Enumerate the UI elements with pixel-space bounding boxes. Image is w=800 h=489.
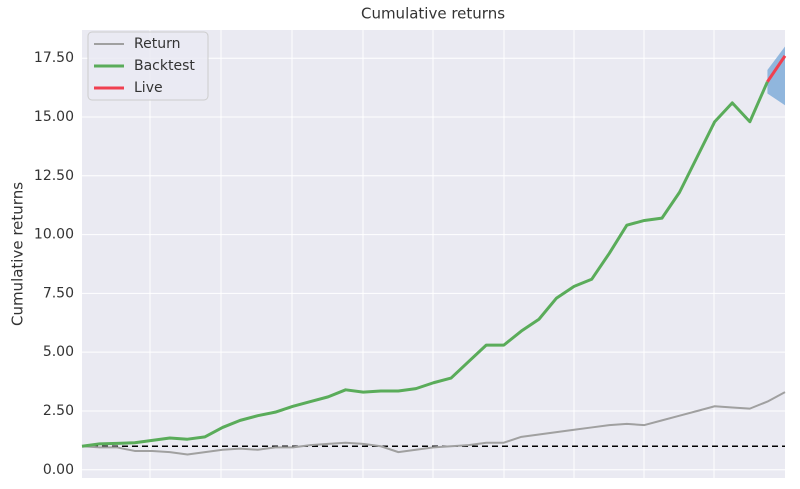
line-1 xyxy=(81,81,769,448)
y-tick-label: 17.50 xyxy=(34,50,74,66)
legend-label: Backtest xyxy=(134,58,195,74)
y-tick-label: 7.50 xyxy=(43,285,74,301)
y-tick-label: 10.00 xyxy=(34,227,74,243)
y-tick-label: 5.00 xyxy=(43,344,74,360)
y-tick-label: 2.50 xyxy=(43,403,74,419)
legend-box xyxy=(87,31,209,101)
line-2 xyxy=(766,55,787,83)
legend-label: Return xyxy=(134,36,180,52)
y-axis-label: Cumulative returns xyxy=(9,182,27,326)
y-tick-label: 15.00 xyxy=(34,109,74,125)
y-tick-label: 12.50 xyxy=(34,168,74,184)
line-0 xyxy=(81,391,786,456)
y-tick-label: 0.00 xyxy=(43,462,74,478)
legend: Return Backtest Live xyxy=(87,31,209,101)
legend-label: Live xyxy=(134,80,163,96)
chart-title: Cumulative returns xyxy=(361,5,505,23)
x-grid xyxy=(149,30,715,478)
